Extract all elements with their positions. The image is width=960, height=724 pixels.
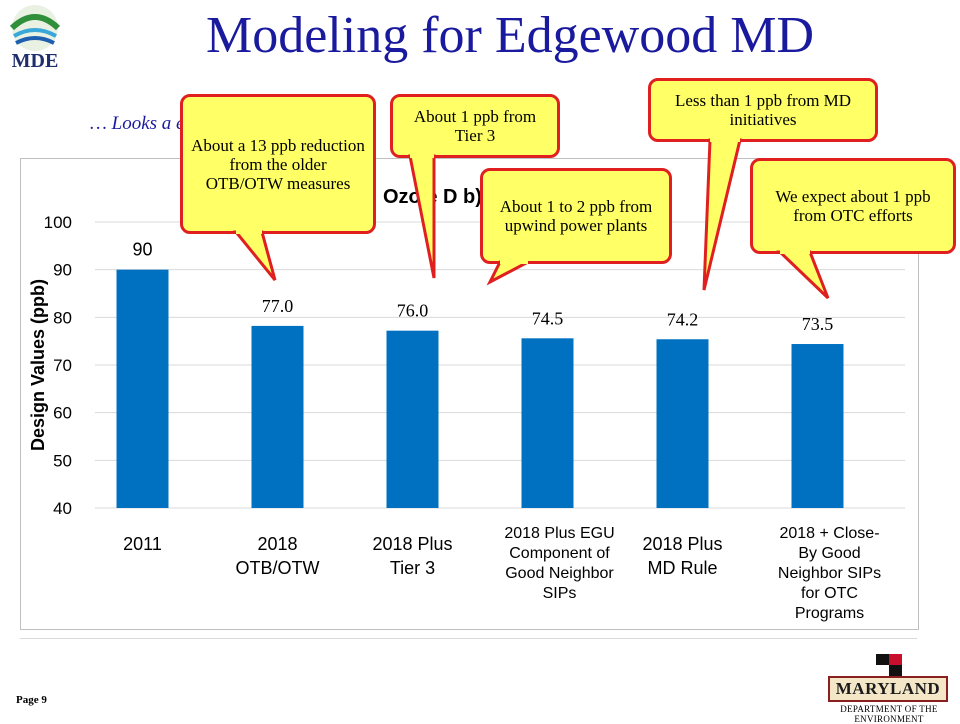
x-tick-label: 2018 bbox=[257, 534, 297, 554]
callout-otb-otw: About a 13 ppb reduction from the older … bbox=[180, 94, 376, 234]
x-tick-label: MD Rule bbox=[647, 558, 717, 578]
x-tick-label: 2018 Plus bbox=[642, 534, 722, 554]
x-tick-label: OTB/OTW bbox=[236, 558, 320, 578]
footer-divider bbox=[20, 638, 917, 639]
data-label: 73.5 bbox=[802, 314, 834, 334]
y-tick-label: 100 bbox=[44, 213, 72, 232]
callout-md-rule: Less than 1 ppb from MD initiatives bbox=[648, 78, 878, 142]
y-tick-label: 40 bbox=[53, 499, 72, 518]
x-tick-label: Neighbor SIPs bbox=[778, 565, 881, 582]
bar bbox=[791, 344, 844, 508]
bar bbox=[116, 269, 169, 508]
callout-otc: We expect about 1 ppb from OTC efforts bbox=[750, 158, 956, 254]
x-tick-label: Component of bbox=[509, 545, 610, 562]
maryland-banner: MARYLAND bbox=[828, 676, 948, 702]
y-tick-label: 70 bbox=[53, 356, 72, 375]
bar bbox=[386, 330, 439, 508]
x-tick-label: 2011 bbox=[123, 534, 162, 554]
x-tick-label: Tier 3 bbox=[390, 558, 435, 578]
bar bbox=[521, 338, 574, 508]
y-tick-label: 80 bbox=[53, 308, 72, 327]
y-tick-label: 60 bbox=[53, 404, 72, 423]
callout-egu: About 1 to 2 ppb from upwind power plant… bbox=[480, 168, 672, 264]
x-tick-label: 2018 Plus bbox=[372, 534, 452, 554]
x-tick-label: SIPs bbox=[543, 585, 577, 602]
x-tick-label: By Good bbox=[798, 545, 860, 562]
page-number: Page 9 bbox=[16, 694, 47, 706]
page-title: Modeling for Edgewood MD bbox=[205, 7, 815, 64]
mde-logo-text: MDE bbox=[11, 50, 59, 72]
callout-tier3: About 1 ppb from Tier 3 bbox=[390, 94, 560, 158]
maryland-flag-icon bbox=[876, 654, 902, 676]
bar bbox=[251, 325, 304, 508]
data-label: 74.5 bbox=[532, 308, 564, 328]
maryland-logo bbox=[826, 650, 952, 716]
maryland-dept: DEPARTMENT OF THE ENVIRONMENT bbox=[840, 704, 938, 724]
bar bbox=[656, 339, 709, 508]
data-label: 76.0 bbox=[397, 301, 429, 321]
data-label: 90 bbox=[132, 240, 152, 260]
y-axis-label: Design Values (ppb) bbox=[28, 279, 48, 451]
x-tick-label: Programs bbox=[795, 605, 864, 622]
mde-logo-icon bbox=[9, 5, 61, 51]
x-tick-label: Good Neighbor bbox=[505, 565, 614, 582]
y-tick-label: 90 bbox=[53, 261, 72, 280]
y-tick-label: 50 bbox=[53, 451, 72, 470]
mde-logo: MDE bbox=[4, 2, 66, 78]
x-tick-label: for OTC bbox=[801, 585, 858, 602]
chart-title: Ozo e D b) bbox=[383, 186, 482, 208]
x-tick-label: 2018 + Close- bbox=[779, 525, 879, 542]
data-label: 74.2 bbox=[667, 309, 699, 329]
x-tick-label: 2018 Plus EGU bbox=[504, 525, 614, 542]
data-label: 77.0 bbox=[262, 296, 294, 316]
